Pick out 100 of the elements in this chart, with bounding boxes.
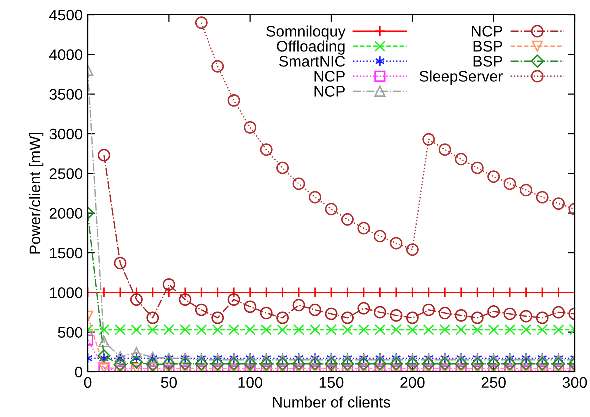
point [309, 304, 322, 316]
point [211, 357, 224, 371]
point [422, 133, 436, 146]
legend-label: Offloading [277, 40, 345, 55]
point [196, 324, 208, 336]
point [440, 363, 451, 372]
point [130, 356, 144, 370]
point [423, 324, 434, 336]
point [131, 287, 142, 298]
point [341, 357, 354, 371]
point [132, 352, 142, 364]
x-tick-label: 150 [320, 377, 344, 388]
point [147, 287, 158, 298]
point [293, 363, 305, 372]
point [98, 350, 111, 363]
point [308, 357, 322, 371]
point [147, 363, 158, 372]
point [164, 324, 175, 336]
point [438, 357, 452, 371]
point [406, 357, 420, 371]
point [504, 308, 516, 320]
point [358, 324, 370, 336]
point [277, 324, 288, 336]
point [536, 312, 549, 324]
point [98, 336, 110, 348]
point [260, 357, 274, 371]
point [244, 121, 257, 134]
point [438, 307, 452, 320]
point [472, 324, 484, 336]
point [552, 306, 566, 319]
x-tick-label: 100 [238, 377, 262, 388]
point [244, 357, 257, 371]
point [310, 324, 321, 336]
point [325, 308, 338, 320]
point [358, 302, 370, 315]
point [374, 287, 386, 298]
point [407, 287, 418, 298]
point [440, 324, 451, 336]
y-tick-label: 1000 [50, 288, 83, 298]
point [276, 357, 290, 371]
point [520, 184, 533, 197]
y-tick-label: 3500 [50, 89, 83, 100]
point [520, 324, 532, 336]
point [212, 324, 224, 336]
point [358, 363, 370, 372]
point [180, 324, 191, 336]
point [536, 357, 550, 371]
point [488, 170, 500, 184]
point [212, 312, 224, 324]
point [309, 191, 322, 204]
y-tick-label: 4500 [50, 10, 83, 21]
point [440, 287, 451, 298]
point [212, 60, 224, 73]
point [292, 357, 306, 371]
y-axis-title: Power/client [mW] [29, 133, 44, 254]
point [374, 306, 386, 319]
point [325, 203, 338, 216]
point [114, 358, 128, 372]
point [244, 287, 256, 298]
point [471, 312, 484, 324]
point [374, 363, 386, 372]
point [98, 324, 110, 336]
point [292, 299, 306, 312]
point [342, 324, 354, 336]
point [310, 363, 321, 372]
point [374, 324, 386, 336]
point [454, 357, 468, 371]
point [114, 257, 127, 270]
point [406, 312, 419, 324]
point [536, 324, 548, 336]
point [276, 312, 290, 324]
point [326, 287, 338, 298]
legend-label: BSP [474, 56, 502, 67]
x-tick-label: 50 [161, 377, 178, 388]
point [341, 213, 354, 226]
point [164, 363, 175, 372]
point [504, 178, 516, 190]
point [114, 324, 126, 336]
point [164, 287, 175, 298]
point [488, 305, 500, 318]
point [195, 357, 208, 371]
point [520, 310, 533, 323]
point [503, 357, 517, 371]
point [146, 358, 160, 372]
point [293, 287, 305, 298]
point [244, 300, 257, 314]
point [178, 357, 192, 371]
legend-label: BSP [474, 41, 502, 52]
point [212, 363, 224, 372]
point [488, 363, 500, 372]
point [504, 324, 516, 336]
point [228, 357, 241, 371]
point [293, 324, 305, 336]
legend-label: Somniloquy [266, 26, 346, 40]
point [310, 287, 321, 298]
point [520, 363, 532, 372]
point [536, 191, 549, 204]
point [114, 287, 126, 298]
point [488, 324, 500, 336]
x-tick-label: 250 [482, 377, 506, 388]
